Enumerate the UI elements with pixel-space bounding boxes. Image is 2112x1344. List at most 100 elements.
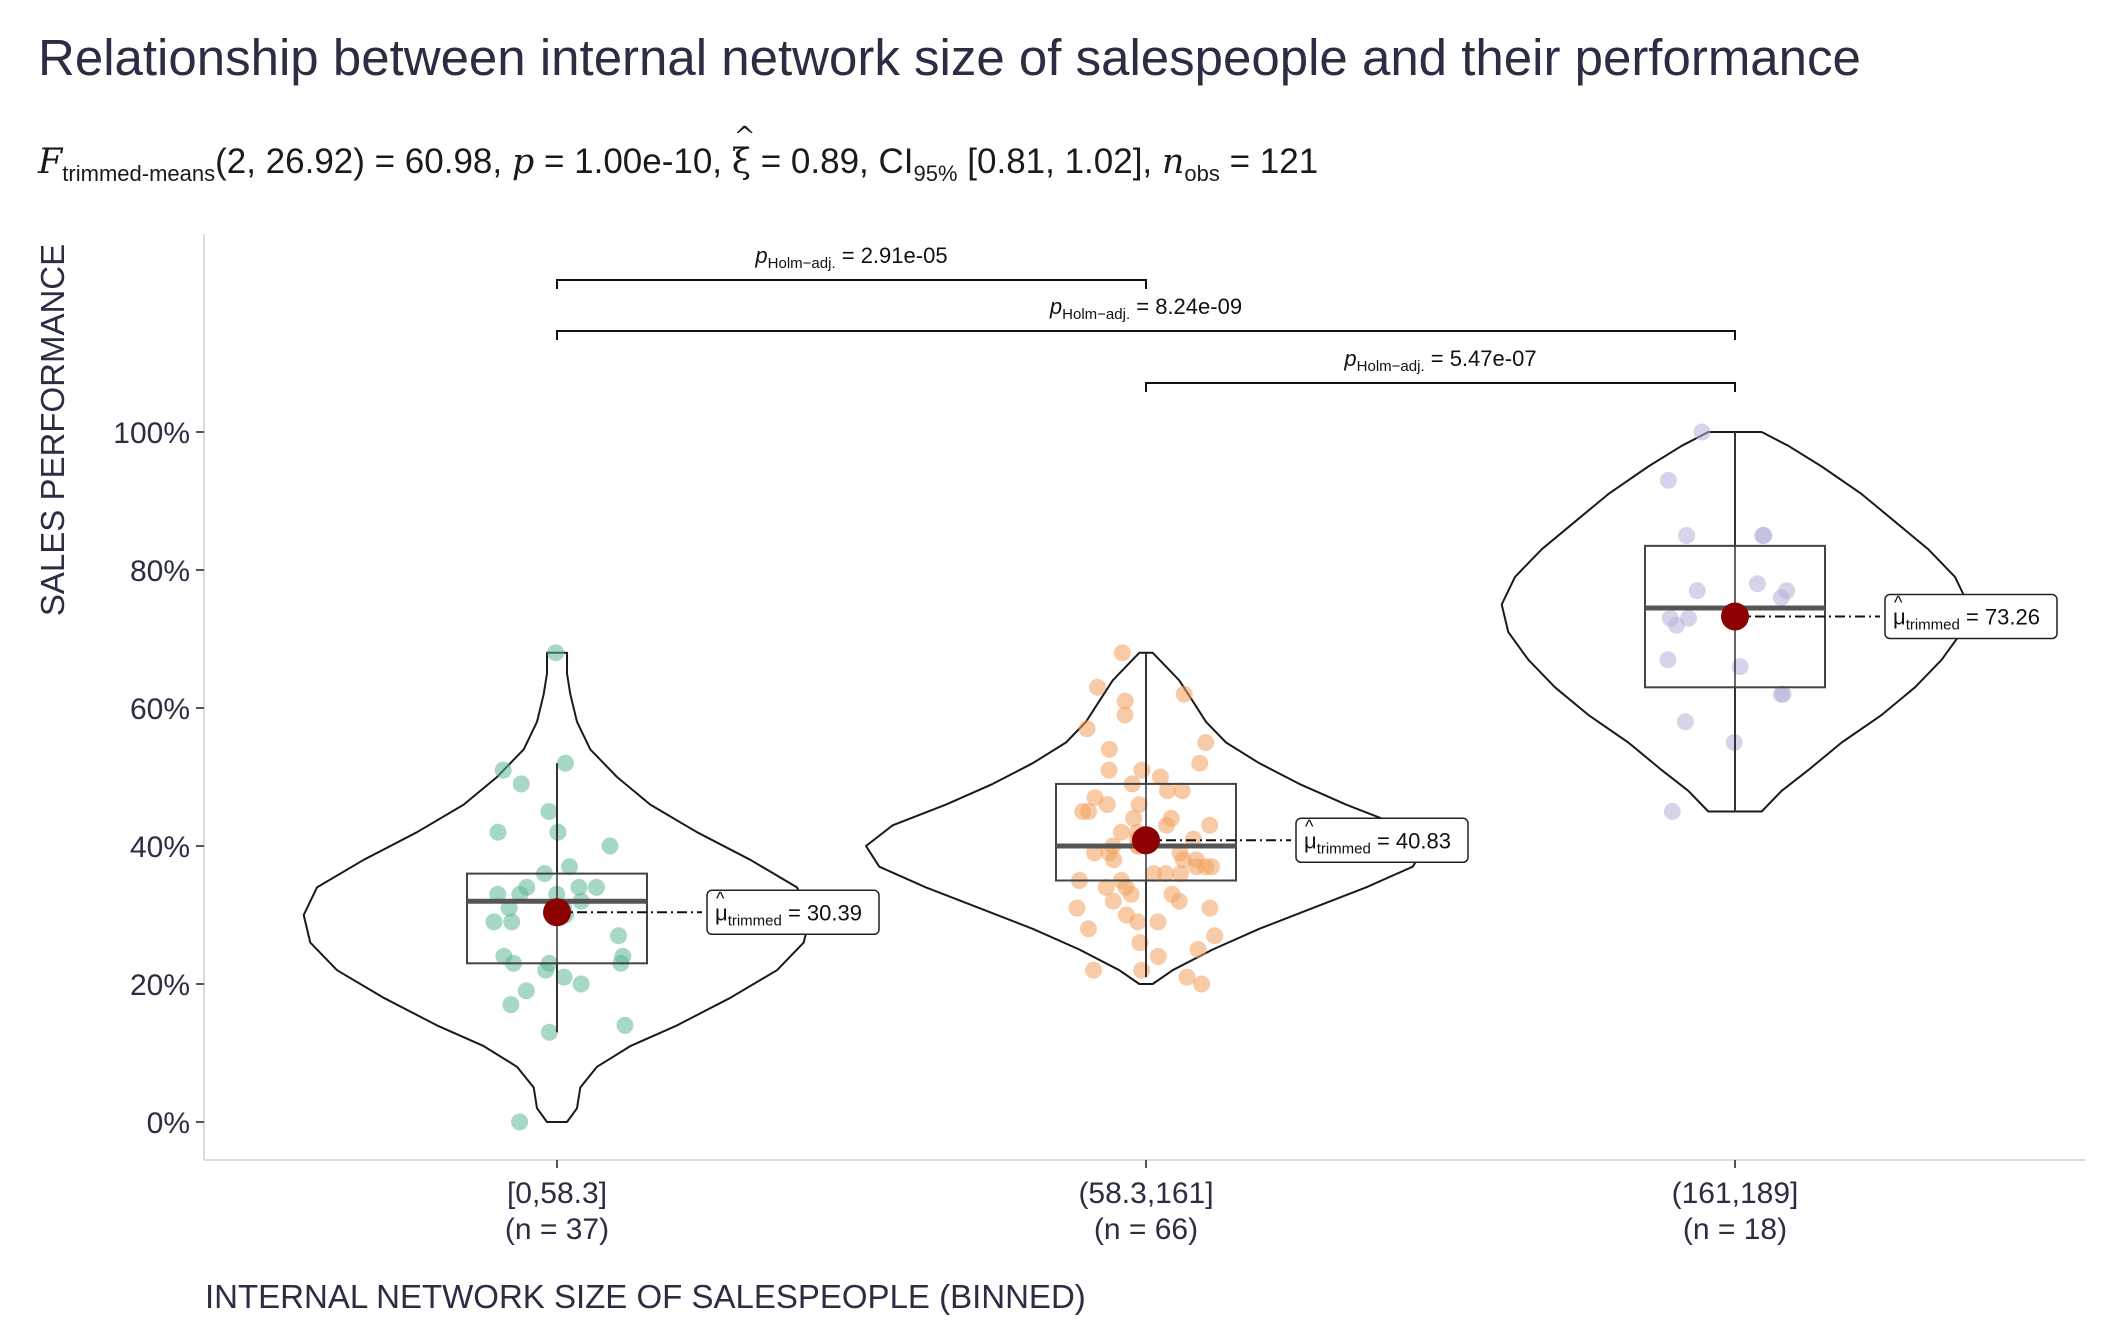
data-point [1129, 913, 1147, 931]
data-point [572, 975, 590, 993]
y-tick-label: 40% [130, 831, 190, 864]
data-point [494, 761, 512, 779]
x-tick-n-label: (n = 18) [1683, 1213, 1787, 1246]
comparison-label: pHolm−adj. = 5.47e-07 [1343, 346, 1536, 375]
data-point [1113, 644, 1131, 662]
data-point [489, 885, 507, 903]
data-point [610, 927, 627, 945]
comparison-2: pHolm−adj. = 8.24e-09 [556, 294, 1736, 340]
data-point [1089, 678, 1106, 696]
data-point [1100, 740, 1118, 758]
x-tick-n-label: (n = 66) [1094, 1213, 1198, 1246]
data-point [561, 858, 578, 876]
data-point [1158, 782, 1176, 800]
data-point [1676, 713, 1694, 731]
comparison-1: pHolm−adj. = 2.91e-05 [556, 243, 1147, 289]
data-point [1774, 685, 1792, 703]
data-point [1149, 947, 1167, 965]
y-tick-label: 20% [130, 969, 190, 1002]
data-point [616, 1016, 634, 1034]
mean-hat: ^ [1305, 816, 1314, 836]
x-axis-title: INTERNAL NETWORK SIZE OF SALESPEOPLE (BI… [205, 1278, 1086, 1315]
comparison-label: pHolm−adj. = 8.24e-09 [1049, 294, 1242, 323]
ci-subscript: 95% [913, 161, 958, 186]
data-point [1130, 796, 1148, 814]
data-point [1693, 423, 1711, 441]
data-point [1149, 913, 1167, 931]
data-point [1113, 823, 1130, 841]
data-point [1151, 768, 1169, 786]
data-point [1663, 803, 1681, 820]
stat-value: = 60.98, [364, 142, 512, 181]
data-point [485, 913, 503, 931]
comparison-bracket [1145, 382, 1736, 392]
data-point [511, 885, 529, 903]
data-point [1116, 706, 1134, 724]
x-axis: [0,58.3](n = 37) (58.3,161](n = 66) (161,1… [505, 1160, 1798, 1246]
comparison-3: pHolm−adj. = 5.47e-07 [1145, 346, 1736, 392]
chart-subtitle: Ftrimmed-means(2, 26.92) = 60.98, p = 1.… [38, 122, 1319, 187]
x-tick-n-label: (n = 37) [505, 1213, 609, 1246]
mean-hat: ^ [716, 888, 725, 908]
stat-subscript: trimmed-means [62, 161, 216, 186]
data-point [1191, 754, 1209, 772]
data-point [1175, 685, 1193, 703]
data-point [1188, 858, 1205, 876]
data-point [1172, 865, 1190, 883]
data-point [1193, 975, 1210, 993]
data-point [511, 1113, 529, 1131]
data-point [1098, 796, 1116, 814]
data-point [1659, 651, 1677, 669]
group-1: μtrimmed = 30.39^ [302, 644, 880, 1131]
data-point [1731, 658, 1749, 676]
mean-hat: ^ [1894, 593, 1903, 613]
data-point [1772, 589, 1790, 607]
groups: μtrimmed = 30.39^μtrimmed = 40.83^μtrimm… [302, 423, 2058, 1131]
data-point [1206, 927, 1224, 945]
data-point [1078, 720, 1096, 738]
trimmed-mean-point [1721, 602, 1749, 631]
y-tick-label: 100% [113, 417, 190, 450]
data-point [570, 878, 588, 896]
mean-label: μtrimmed = 30.39 [715, 900, 862, 929]
data-point [557, 754, 574, 772]
data-point [500, 899, 518, 917]
data-point [1133, 761, 1151, 779]
data-point [1197, 734, 1215, 751]
data-point [1201, 899, 1219, 917]
data-point [537, 961, 555, 979]
data-point [540, 1023, 558, 1041]
data-point [1178, 968, 1196, 986]
p-symbol: p [511, 142, 535, 182]
comparison-bracket [556, 279, 1147, 289]
y-tick-label: 60% [130, 693, 190, 726]
ci-range: [0.81, 1.02], [957, 142, 1162, 181]
y-axis: 0% 20% 40% 60% 80% 100% [113, 417, 204, 1140]
data-point [1678, 527, 1696, 544]
n-symbol: n [1161, 142, 1185, 182]
mean-label-box [1295, 817, 1469, 864]
trimmed-mean-point [1132, 826, 1160, 855]
data-point [1068, 899, 1086, 917]
data-point [1173, 782, 1191, 800]
data-point [555, 968, 573, 986]
data-point [1104, 892, 1122, 910]
data-point [1074, 803, 1092, 820]
chart-title: Relationship between internal network si… [38, 29, 1861, 86]
x-tick-label: [0,58.3] [507, 1177, 607, 1210]
data-point [540, 803, 558, 820]
mean-label-box [1884, 593, 2058, 640]
data-point [502, 996, 520, 1014]
violin [302, 651, 812, 1123]
trimmed-mean-point [543, 898, 571, 927]
n-subscript: obs [1184, 161, 1220, 186]
data-point [1748, 575, 1766, 593]
n-value: = 121 [1219, 142, 1319, 181]
y-axis-title: SALES PERFORMANCE [34, 244, 71, 616]
x-tick-label: (58.3,161] [1078, 1177, 1213, 1210]
data-point [1170, 892, 1188, 910]
data-point [1189, 941, 1207, 958]
data-point [517, 982, 535, 1000]
data-point [1668, 616, 1685, 634]
